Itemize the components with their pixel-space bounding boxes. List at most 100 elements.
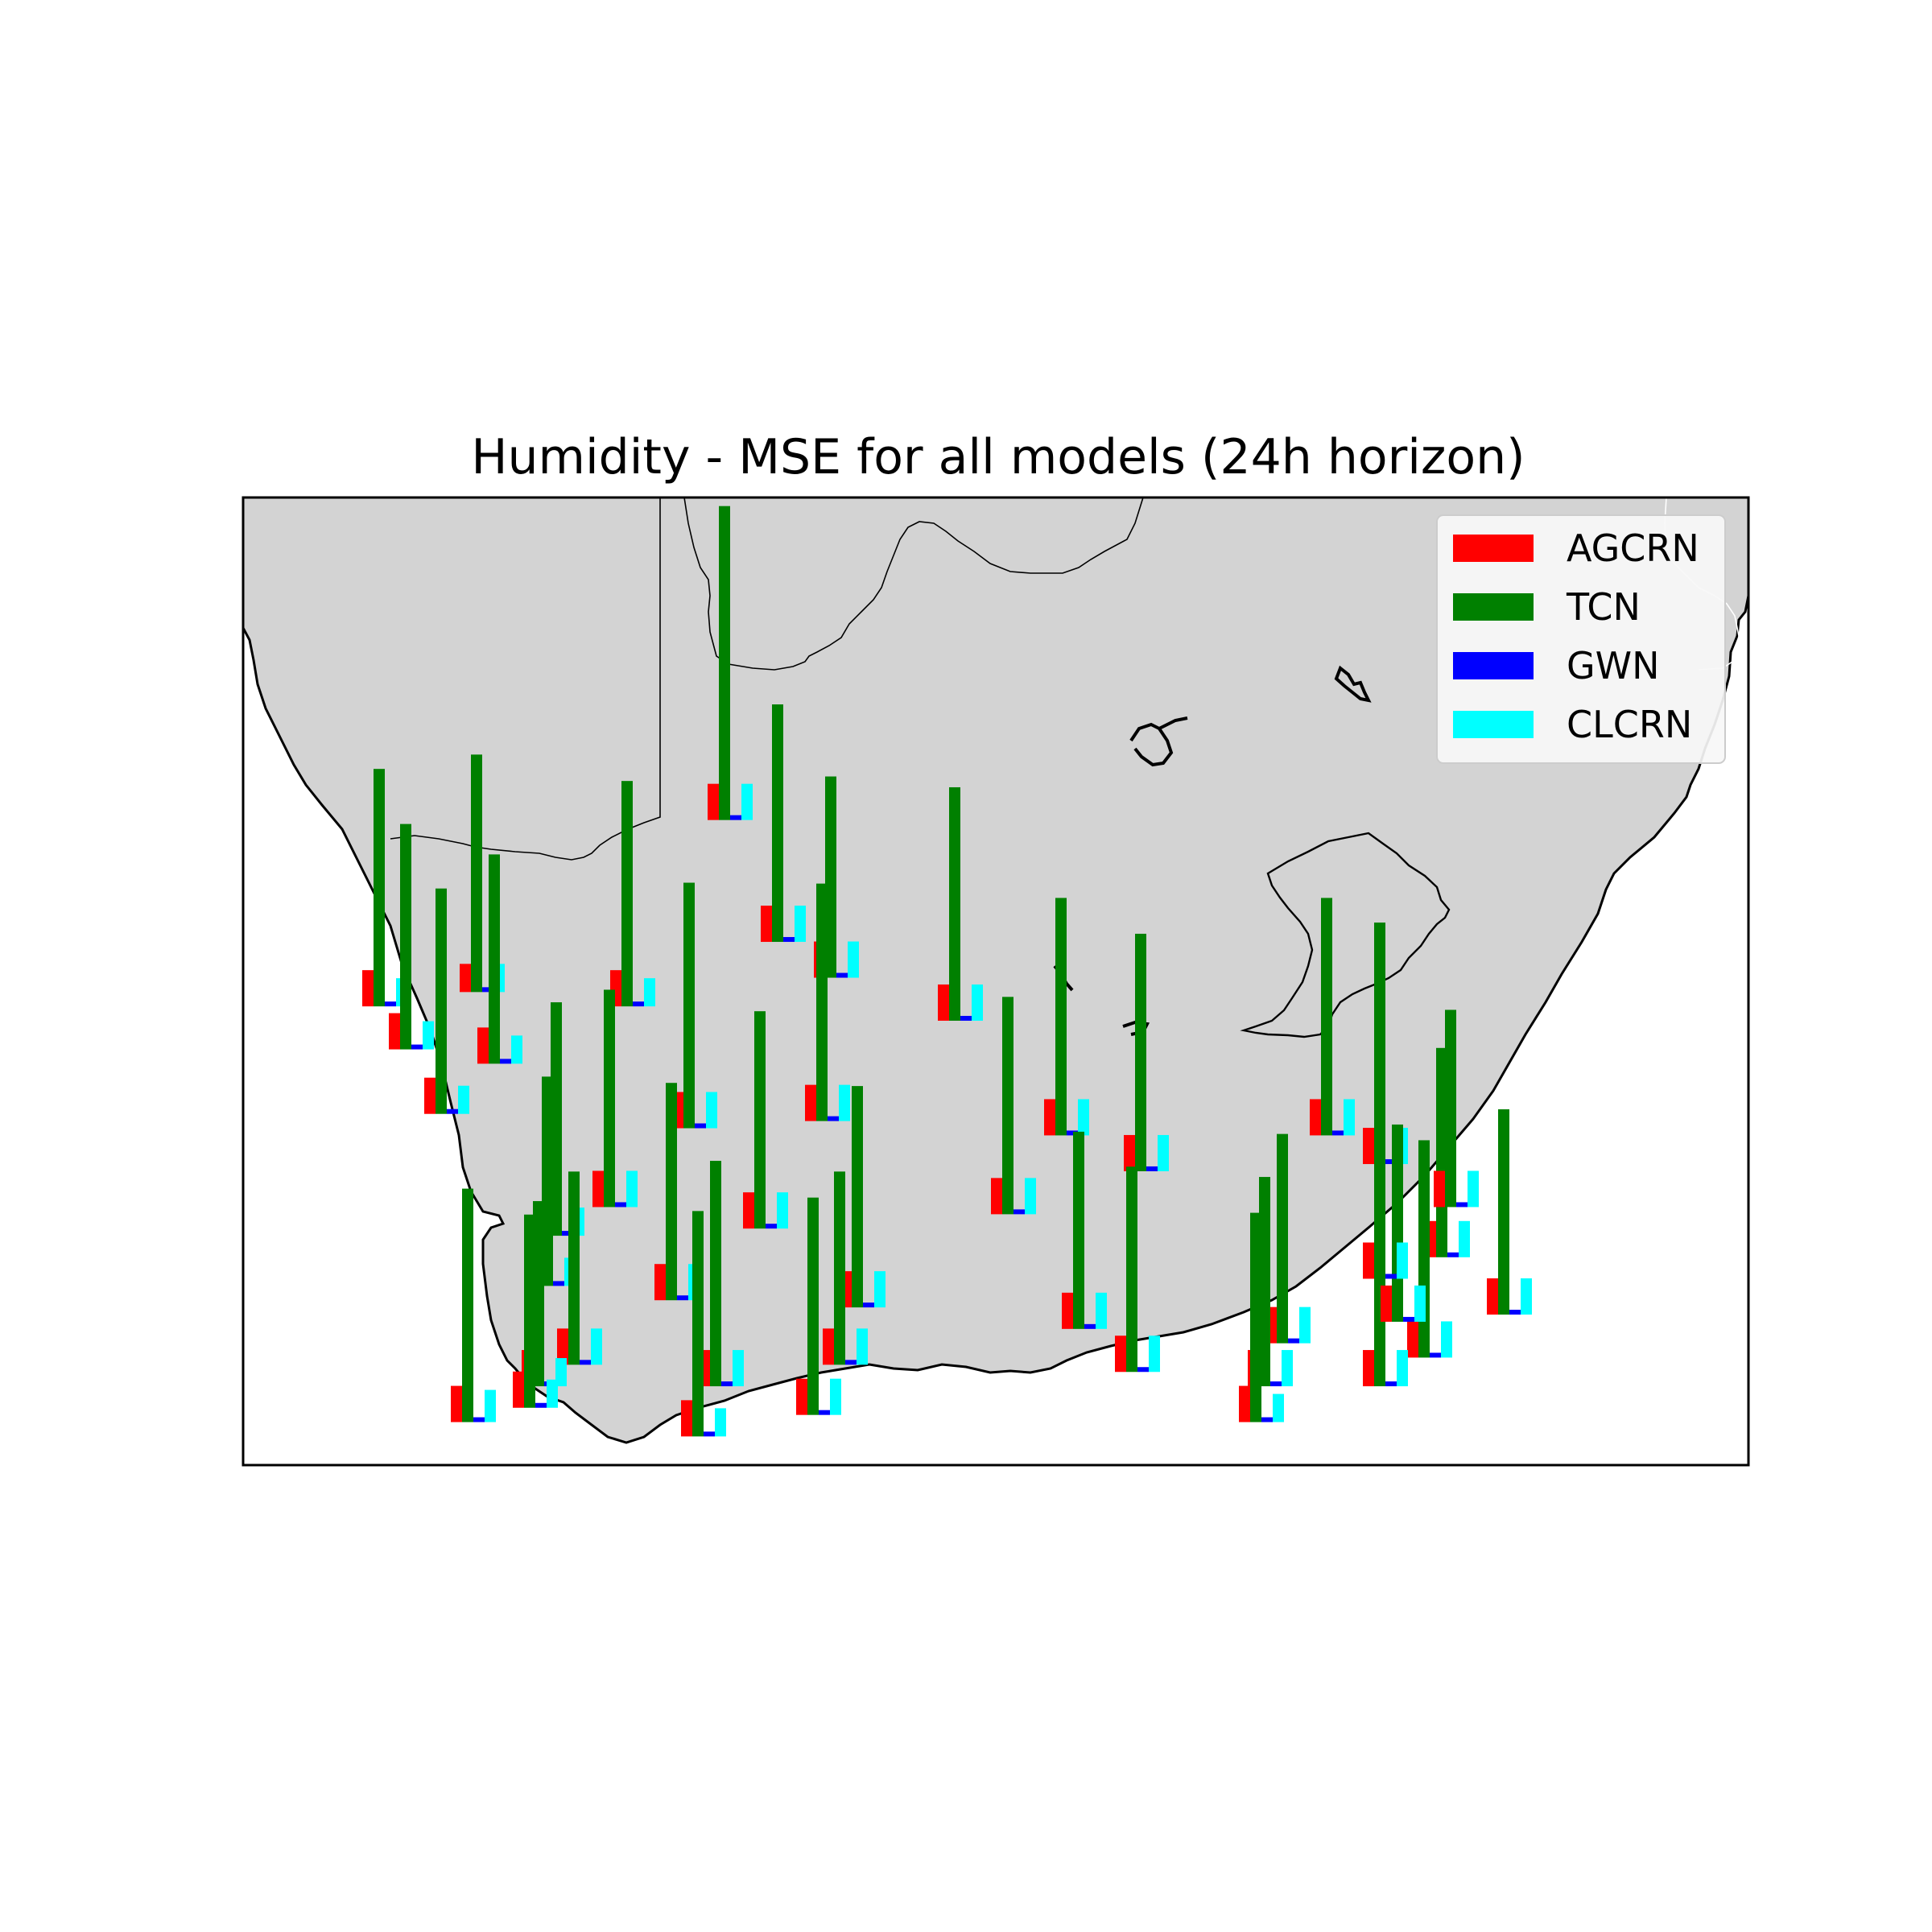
bar-tcn-station-19 [754,1011,766,1229]
bar-gwn-station-4 [482,987,493,993]
station-43-bars [1434,1009,1479,1208]
bar-clcrn-station-11 [706,1092,717,1129]
station-11-bars [672,882,717,1129]
bar-gwn-station-7 [730,815,741,820]
bar-agcrn-station-10 [938,984,949,1021]
bar-clcrn-station-28 [591,1328,602,1365]
bar-tcn-station-30 [834,1171,845,1365]
bar-tcn-station-8 [772,704,783,943]
bar-tcn-station-6 [621,781,633,1007]
bar-clcrn-station-38 [830,1378,841,1415]
bar-agcrn-station-36 [513,1371,524,1408]
legend-swatch-tcn [1453,593,1534,621]
bar-tcn-station-37 [692,1211,704,1437]
bar-gwn-station-32 [1270,1381,1282,1387]
bar-gwn-station-39 [1261,1417,1273,1422]
bar-clcrn-station-19 [777,1192,788,1229]
bar-tcn-station-26 [1277,1133,1288,1344]
bar-clcrn-station-7 [741,783,753,820]
bar-clcrn-station-29 [733,1350,744,1387]
bar-gwn-station-5 [500,1059,511,1064]
bar-gwn-station-42 [1385,1274,1397,1279]
bar-tcn-station-13 [1055,898,1067,1136]
station-30-bars [823,1171,868,1365]
station-6-bars [610,781,655,1007]
bar-agcrn-station-28 [557,1328,568,1365]
bar-clcrn-station-12 [839,1084,850,1121]
bar-tcn-station-27 [1498,1109,1509,1315]
station-14-bars [1124,933,1169,1171]
bar-agcrn-station-7 [708,783,719,820]
bar-gwn-station-8 [783,937,795,943]
bar-agcrn-station-30 [823,1328,834,1365]
bar-agcrn-station-2 [389,1013,400,1050]
bar-tcn-station-23 [666,1083,677,1301]
legend-label-tcn: TCN [1566,585,1641,629]
bar-tcn-station-14 [1135,933,1146,1171]
bar-gwn-station-41 [1403,1316,1414,1322]
bar-tcn-station-34 [533,1201,544,1387]
bar-clcrn-station-32 [1282,1350,1293,1387]
bar-agcrn-station-15 [1310,1099,1321,1136]
bar-tcn-station-35 [462,1188,473,1422]
bar-gwn-station-24 [863,1302,874,1308]
bar-gwn-station-31 [1137,1367,1149,1373]
bar-clcrn-station-42 [1397,1242,1408,1279]
bar-gwn-station-14 [1146,1166,1158,1171]
bar-gwn-station-1 [385,1001,396,1007]
bar-gwn-station-23 [677,1295,688,1301]
legend-box [1436,514,1726,764]
bar-agcrn-station-41 [1381,1285,1392,1322]
bar-tcn-station-32 [1259,1177,1270,1387]
botswana-north-border [683,497,1144,671]
bar-tcn-station-15 [1321,898,1332,1136]
bar-clcrn-station-10 [972,984,983,1021]
bar-agcrn-station-40 [1363,1350,1374,1387]
bar-agcrn-station-18 [592,1170,604,1208]
station-38-bars [796,1197,841,1415]
bar-agcrn-station-37 [681,1400,692,1437]
bar-gwn-station-17 [562,1231,573,1236]
bar-gwn-station-20 [1013,1209,1025,1215]
bar-agcrn-station-8 [761,906,772,943]
bar-agcrn-station-16 [1363,1128,1374,1165]
bar-gwn-station-9 [836,972,848,978]
bar-agcrn-station-4 [460,964,471,993]
bar-tcn-station-28 [568,1171,580,1365]
map-frame [242,496,1750,1467]
bar-agcrn-station-33 [1407,1321,1418,1358]
bar-gwn-station-26 [1288,1338,1299,1344]
station-31-bars [1115,1166,1160,1373]
bar-tcn-station-33 [1418,1140,1430,1358]
station-24-bars [840,1086,886,1308]
bar-tcn-station-41 [1392,1124,1403,1322]
bar-gwn-station-21 [1447,1252,1459,1257]
bar-tcn-station-11 [683,882,695,1129]
station-15-bars [1310,898,1355,1136]
bar-clcrn-station-31 [1149,1335,1160,1373]
bar-agcrn-station-23 [654,1264,666,1301]
bar-clcrn-station-39 [1273,1393,1284,1422]
station-26-bars [1265,1133,1311,1344]
bar-clcrn-station-34 [555,1358,567,1387]
legend-label-clcrn: CLCRN [1567,703,1692,746]
station-27-bars [1487,1109,1532,1315]
station-5-bars [477,854,522,1064]
bar-clcrn-station-2 [423,1021,434,1050]
bar-tcn-station-31 [1126,1166,1137,1373]
lesotho-border [1240,832,1451,1038]
station-18-bars [592,989,638,1208]
station-12-bars [805,883,850,1121]
bar-clcrn-station-5 [511,1035,522,1064]
bar-tcn-station-42 [1374,1081,1385,1279]
bar-gwn-station-19 [766,1224,777,1229]
bar-clcrn-station-6 [644,978,655,1007]
bar-clcrn-station-9 [848,941,859,978]
bar-agcrn-station-13 [1044,1099,1055,1136]
station-42-bars [1363,1081,1408,1279]
legend-swatch-gwn [1453,652,1534,679]
bar-gwn-station-10 [960,1015,972,1021]
bar-gwn-station-35 [473,1417,485,1422]
bar-tcn-station-17 [551,1002,562,1236]
